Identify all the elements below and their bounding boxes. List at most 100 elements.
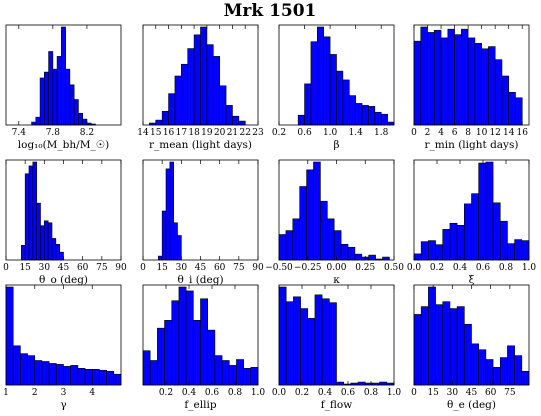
- histogram-bar: [56, 56, 62, 126]
- x-tick-label: 1: [3, 388, 9, 398]
- histogram-bar: [442, 301, 451, 386]
- x-tick-label: 75: [504, 388, 516, 398]
- histogram-bar: [200, 298, 208, 386]
- x-tick-label: 0.25: [355, 263, 375, 273]
- histogram-bar: [51, 238, 57, 261]
- histogram-bar: [99, 369, 107, 386]
- histogram-bar: [178, 286, 187, 386]
- x-tick-label: 45: [195, 263, 207, 273]
- x-tick-label: 0.0: [272, 388, 287, 398]
- histogram-bar: [65, 68, 71, 126]
- histogram-bar: [44, 71, 49, 126]
- histogram-bar: [420, 26, 428, 126]
- x-tick-label: 0.6: [205, 388, 220, 398]
- histogram-bar: [307, 318, 316, 386]
- histogram-bar: [357, 381, 366, 386]
- histogram-bar: [44, 220, 49, 261]
- x-axis-label: θ_e (deg): [447, 399, 496, 411]
- x-tick-label: 20: [214, 128, 226, 138]
- histogram-bar: [492, 202, 501, 261]
- histogram-bar: [521, 370, 530, 386]
- histogram-bar: [59, 251, 64, 261]
- histogram-bar: [420, 306, 429, 386]
- x-tick-label: 0.6: [297, 128, 312, 138]
- x-tick-label: 7.4: [12, 128, 27, 138]
- histogram-bar: [420, 241, 429, 261]
- histogram-bar: [77, 368, 86, 386]
- x-tick-label: 0.0: [407, 263, 422, 273]
- plot-frame: [278, 24, 395, 126]
- histogram-bar: [161, 210, 167, 261]
- histogram-bar: [449, 222, 458, 261]
- x-axis-label: log₁₀(M_bh/M_☉): [18, 139, 109, 151]
- histogram-bar: [320, 200, 328, 261]
- histogram-bar: [82, 118, 88, 126]
- x-tick-label: 2: [32, 388, 38, 398]
- x-axis-label: f_flow: [321, 399, 352, 411]
- histogram-bar: [347, 246, 356, 261]
- histogram-bar: [310, 41, 318, 126]
- histogram-bar: [413, 314, 422, 386]
- x-tick-label: 0.2: [430, 263, 444, 273]
- histogram-bar: [485, 359, 494, 386]
- x-tick-label: 8.2: [80, 128, 94, 138]
- histogram-bar: [31, 121, 37, 126]
- histogram-bar: [481, 48, 489, 126]
- histogram-bar: [56, 364, 64, 386]
- x-tick-label: 0.2: [159, 388, 173, 398]
- x-tick-label: 0.00: [326, 263, 346, 273]
- x-tick-label: 15: [156, 263, 168, 273]
- histogram-bar: [456, 224, 465, 261]
- histogram-bar: [165, 168, 171, 261]
- histogram-bar: [219, 85, 227, 126]
- x-tick-label: 14: [137, 128, 149, 138]
- histogram-bar: [492, 367, 501, 386]
- plot-frame: [142, 284, 259, 386]
- histogram-bar: [243, 368, 252, 386]
- histogram-panel-11: 0.0 0.2 0.4 0.6 0.8 1.0 f_flow: [272, 284, 401, 411]
- histogram-bar: [333, 230, 342, 261]
- histogram-bar: [464, 203, 472, 261]
- histogram-bar: [440, 37, 449, 126]
- histogram-bar: [181, 63, 189, 126]
- histogram-bar: [314, 294, 323, 386]
- x-tick-label: 30: [39, 263, 51, 273]
- x-tick-label: 23: [252, 128, 264, 138]
- x-tick-label: 60: [77, 263, 89, 273]
- x-tick-label: 0: [411, 128, 417, 138]
- histogram-bar: [173, 222, 178, 261]
- histogram-bar: [368, 254, 376, 261]
- histogram-bar: [39, 77, 45, 126]
- histogram-bar: [177, 235, 182, 261]
- histogram-bar: [435, 304, 444, 386]
- x-axis-label: ξ: [469, 274, 475, 286]
- histogram-bar: [187, 48, 195, 126]
- histogram-bar: [300, 308, 309, 386]
- histogram-bar: [382, 256, 390, 261]
- x-tick-label: 15: [427, 388, 439, 398]
- x-tick-label: 0: [140, 263, 146, 273]
- histogram-bar: [387, 121, 395, 126]
- histogram-bar: [161, 110, 169, 126]
- histogram-bar: [380, 113, 388, 126]
- x-tick-label: 10: [476, 128, 488, 138]
- x-tick-label: 0: [411, 388, 417, 398]
- x-tick-label: 7.8: [46, 128, 61, 138]
- histogram-panel-7: −0.50 −0.25 0.00 0.25 0.50 κ: [265, 159, 404, 286]
- histogram-bar: [238, 120, 246, 126]
- histogram-panel-4: 0 2 4 6 8 10 12 14 16r_min (light days): [411, 24, 530, 151]
- histogram-bar: [171, 300, 180, 386]
- histogram-bar: [313, 161, 321, 261]
- histogram-bar: [299, 186, 307, 261]
- x-tick-label: 60: [214, 263, 226, 273]
- x-tick-label: 19: [201, 128, 213, 138]
- x-tick-label: 21: [227, 128, 238, 138]
- histogram-bar: [471, 193, 479, 261]
- x-tick-label: 0.6: [476, 263, 491, 273]
- x-tick-label: 45: [58, 263, 70, 273]
- histogram-bar: [185, 290, 194, 386]
- histogram-bar: [63, 366, 71, 386]
- histogram-bar: [27, 355, 36, 386]
- histogram-bar: [214, 355, 223, 386]
